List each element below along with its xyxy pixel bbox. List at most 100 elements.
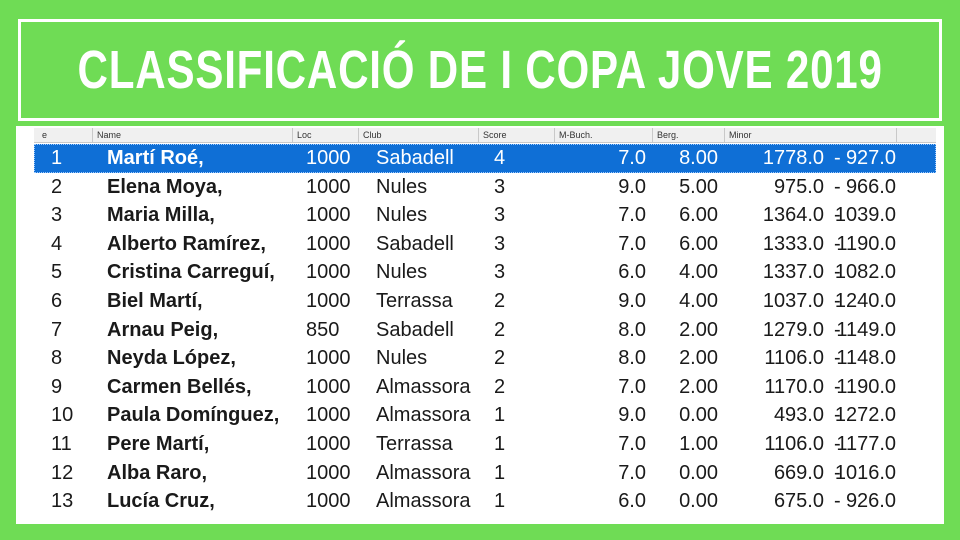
minor-separator: - <box>834 404 841 427</box>
score-cell: 3 <box>494 204 506 227</box>
header-berg[interactable]: Berg. <box>652 128 724 142</box>
name-cell: Maria Milla, <box>107 204 215 227</box>
table-row[interactable]: 10 Paula Domínguez, 1000 Almassora 1 9.0 0.00 4… <box>34 401 936 430</box>
loc-cell: 1000 <box>306 461 351 484</box>
table-row[interactable]: 6 Biel Martí, 1000 Terrassa 2 9.0 4.00 1037.0 12… <box>34 287 936 316</box>
rank-cell: 5 <box>51 261 63 284</box>
minor-separator: - <box>834 490 841 513</box>
loc-cell: 1000 <box>306 490 351 513</box>
table-row[interactable]: 2 Elena Moya, 1000 Nules 3 9.0 5.00 975.0 966.0- <box>34 173 936 202</box>
name-cell: Lucía Cruz, <box>107 490 215 513</box>
minor-b-cell: 926.0 <box>845 490 896 513</box>
minor-separator: - <box>834 289 841 312</box>
header-rank[interactable]: e <box>42 130 48 140</box>
rank-cell: 3 <box>51 204 63 227</box>
minor-separator: - <box>834 461 841 484</box>
table-row[interactable]: 5 Cristina Carreguí, 1000 Nules 3 6.0 4.00 1337… <box>34 258 936 287</box>
score-cell: 1 <box>494 461 506 484</box>
table-row[interactable]: 4 Alberto Ramírez, 1000 Sabadell 3 7.0 6.00 133… <box>34 230 936 259</box>
mbuch-cell: 7.0 <box>618 432 646 455</box>
berg-cell: 6.00 <box>679 204 718 227</box>
name-cell: Martí Roé, <box>107 147 204 169</box>
loc-cell: 1000 <box>306 432 351 455</box>
minor-separator: - <box>834 318 841 341</box>
minor-a-cell: 675.0 <box>773 490 824 513</box>
minor-a-cell: 1337.0 <box>762 261 824 284</box>
minor-separator: - <box>834 347 841 370</box>
loc-cell: 850 <box>306 318 340 341</box>
minor-separator: - <box>834 175 841 198</box>
table-row[interactable]: 11 Pere Martí, 1000 Terrassa 1 7.0 1.00 1106.0 1… <box>34 430 936 459</box>
standings-table: e Name Loc Club Score M-Buch. Berg. Mino… <box>34 128 936 524</box>
score-cell: 2 <box>494 347 506 370</box>
berg-cell: 4.00 <box>679 261 718 284</box>
minor-a-cell: 1037.0 <box>762 289 824 312</box>
loc-cell: 1000 <box>306 289 351 312</box>
header-mbuch[interactable]: M-Buch. <box>554 128 652 142</box>
header-name[interactable]: Name <box>92 128 292 142</box>
mbuch-cell: 7.0 <box>618 147 646 169</box>
table-row[interactable]: 1 Martí Roé, 1000 Sabadell 4 7.0 8.00 1778.0 927… <box>34 144 936 173</box>
berg-cell: 4.00 <box>679 289 718 312</box>
score-cell: 2 <box>494 375 506 398</box>
rank-cell: 11 <box>51 432 72 455</box>
table-row[interactable]: 8 Neyda López, 1000 Nules 2 8.0 2.00 1106.0 1148… <box>34 344 936 373</box>
score-cell: 3 <box>494 232 506 255</box>
score-cell: 1 <box>494 432 506 455</box>
minor-b-cell: 1016.0 <box>834 461 896 484</box>
loc-cell: 1000 <box>306 232 351 255</box>
header-minor[interactable]: Minor <box>724 128 896 142</box>
minor-a-cell: 1106.0 <box>764 432 824 455</box>
header-score[interactable]: Score <box>478 128 554 142</box>
minor-b-cell: 1272.0 <box>834 404 896 427</box>
rank-cell: 6 <box>51 289 63 312</box>
club-cell: Nules <box>376 175 428 198</box>
name-cell: Cristina Carreguí, <box>107 261 275 284</box>
table-row[interactable]: 12 Alba Raro, 1000 Almassora 1 7.0 0.00 669.0 10… <box>34 459 936 488</box>
minor-a-cell: 1279.0 <box>762 318 824 341</box>
club-cell: Almassora <box>376 490 471 513</box>
club-cell: Almassora <box>376 461 471 484</box>
berg-cell: 1.00 <box>679 432 718 455</box>
loc-cell: 1000 <box>306 204 351 227</box>
header-loc[interactable]: Loc <box>292 128 358 142</box>
mbuch-cell: 6.0 <box>618 490 646 513</box>
name-cell: Elena Moya, <box>107 175 223 198</box>
minor-separator: - <box>834 261 841 284</box>
minor-b-cell: 927.0 <box>845 147 896 169</box>
title-box: CLASSIFICACIÓ DE I COPA JOVE 2019 <box>18 19 942 121</box>
header-spacer <box>896 128 936 142</box>
minor-b-cell: 1190.0 <box>836 232 896 255</box>
score-cell: 3 <box>494 261 506 284</box>
minor-a-cell: 493.0 <box>773 404 824 427</box>
berg-cell: 5.00 <box>679 175 718 198</box>
rank-cell: 10 <box>51 404 74 427</box>
table-row[interactable]: 9 Carmen Bellés, 1000 Almassora 2 7.0 2.00 1170… <box>34 373 936 402</box>
loc-cell: 1000 <box>306 375 351 398</box>
minor-b-cell: 1082.0 <box>834 261 896 284</box>
name-cell: Biel Martí, <box>107 289 203 312</box>
minor-b-cell: 1039.0 <box>834 204 896 227</box>
name-cell: Alba Raro, <box>107 461 208 484</box>
berg-cell: 2.00 <box>679 375 718 398</box>
rank-cell: 2 <box>51 175 63 198</box>
minor-b-cell: 1177.0 <box>836 432 896 455</box>
berg-cell: 2.00 <box>679 318 718 341</box>
berg-cell: 0.00 <box>679 461 718 484</box>
minor-separator: - <box>834 232 841 255</box>
header-club[interactable]: Club <box>358 128 478 142</box>
table-row[interactable]: 13 Lucía Cruz, 1000 Almassora 1 6.0 0.00 675.0 9… <box>34 487 936 516</box>
title-banner: CLASSIFICACIÓ DE I COPA JOVE 2019 <box>16 14 944 126</box>
club-cell: Sabadell <box>376 318 454 341</box>
table-row[interactable]: 7 Arnau Peig, 850 Sabadell 2 8.0 2.00 1279.0 114… <box>34 316 936 345</box>
table-row[interactable]: 3 Maria Milla, 1000 Nules 3 7.0 6.00 1364.0 1039… <box>34 201 936 230</box>
minor-a-cell: 1170.0 <box>764 375 824 398</box>
rank-cell: 12 <box>51 461 74 484</box>
score-cell: 1 <box>494 404 506 427</box>
mbuch-cell: 9.0 <box>618 404 646 427</box>
loc-cell: 1000 <box>306 175 351 198</box>
mbuch-cell: 8.0 <box>618 318 646 341</box>
rank-cell: 4 <box>51 232 63 255</box>
score-cell: 2 <box>494 289 506 312</box>
berg-cell: 2.00 <box>679 347 718 370</box>
